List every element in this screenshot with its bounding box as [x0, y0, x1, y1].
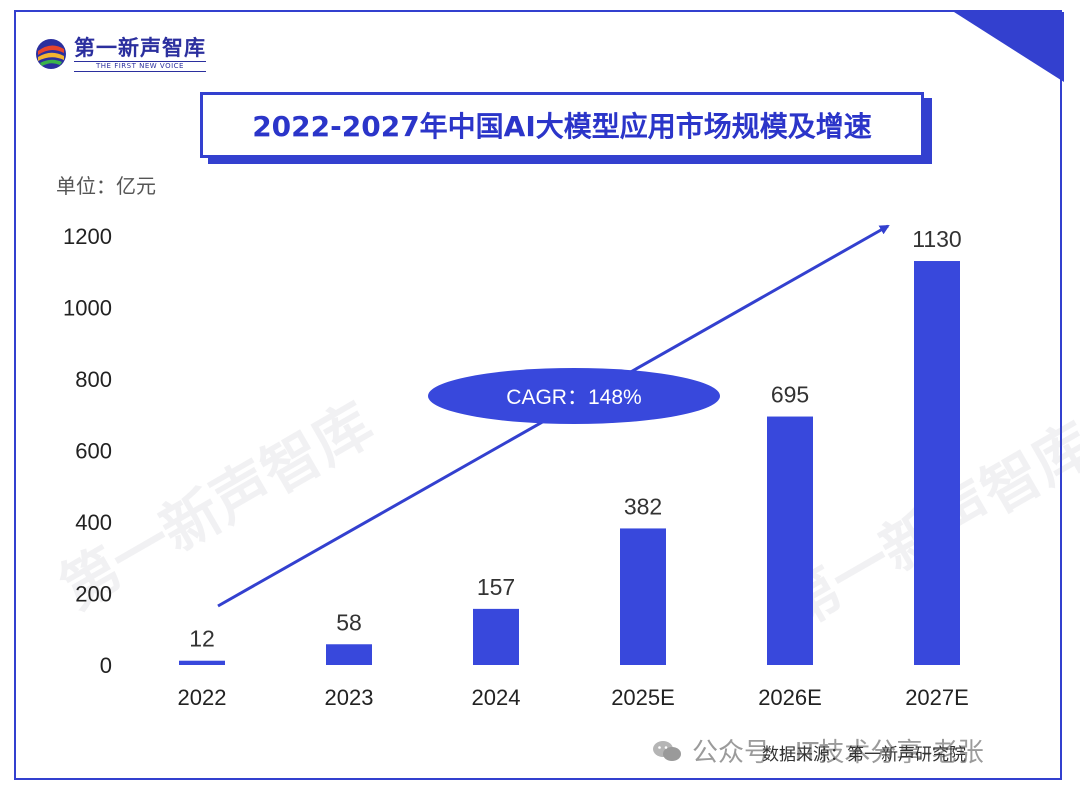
chart-title: 2022-2027年中国AI大模型应用市场规模及增速	[200, 92, 924, 158]
y-tick-label: 1200	[63, 224, 112, 249]
bar-2023	[326, 644, 372, 665]
x-tick-label-2026E: 2026E	[758, 685, 822, 710]
logo-name: 第一新声智库	[74, 36, 206, 60]
bar-2027E	[914, 261, 960, 665]
value-label-2027E: 1130	[912, 226, 961, 252]
x-tick-label-2027E: 2027E	[905, 685, 969, 710]
y-tick-label: 800	[75, 367, 112, 392]
unit-label: 单位：亿元	[56, 174, 156, 198]
bar-2025E	[620, 528, 666, 665]
cagr-ellipse	[428, 368, 720, 424]
value-label-2022: 12	[189, 626, 215, 652]
value-label-2023: 58	[336, 609, 362, 635]
y-tick-label: 0	[100, 653, 112, 678]
x-tick-label-2024: 2024	[472, 685, 521, 710]
value-label-2024: 157	[477, 574, 515, 600]
x-tick-label-2023: 2023	[325, 685, 374, 710]
y-tick-label: 600	[75, 439, 112, 464]
y-tick-label: 400	[75, 510, 112, 535]
value-label-2025E: 382	[624, 493, 662, 519]
bar-2022	[179, 660, 225, 665]
x-tick-label-2025E: 2025E	[611, 685, 675, 710]
logo-tagline: THE FIRST NEW VOICE	[74, 61, 206, 72]
logo-icon	[36, 39, 66, 69]
cagr-label: CAGR：148%	[506, 386, 641, 409]
x-axis: 2022 2023 2024 2025E 2026E 2027E	[178, 685, 969, 710]
corner-decoration	[954, 12, 1064, 82]
wechat-watermark: 公众号 · IT技术分享-老张	[652, 732, 984, 769]
value-label-2026E: 695	[771, 382, 809, 408]
data-source: 数据来源：第一新声研究院	[762, 745, 966, 765]
bar-2026E	[767, 416, 813, 665]
x-tick-label-2022: 2022	[178, 685, 227, 710]
bars-group: 12 58 157 382 695 1130	[179, 226, 962, 665]
brand-logo: 第一新声智库 THE FIRST NEW VOICE	[34, 36, 206, 72]
y-tick-label: 200	[75, 582, 112, 607]
y-axis: 0 200 400 600 800 1000 1200	[63, 224, 112, 678]
wechat-watermark-text: 公众号 · IT技术分享-老张	[692, 738, 984, 768]
wechat-icon	[653, 740, 681, 761]
bar-2024	[473, 608, 519, 665]
y-tick-label: 1000	[63, 296, 112, 321]
